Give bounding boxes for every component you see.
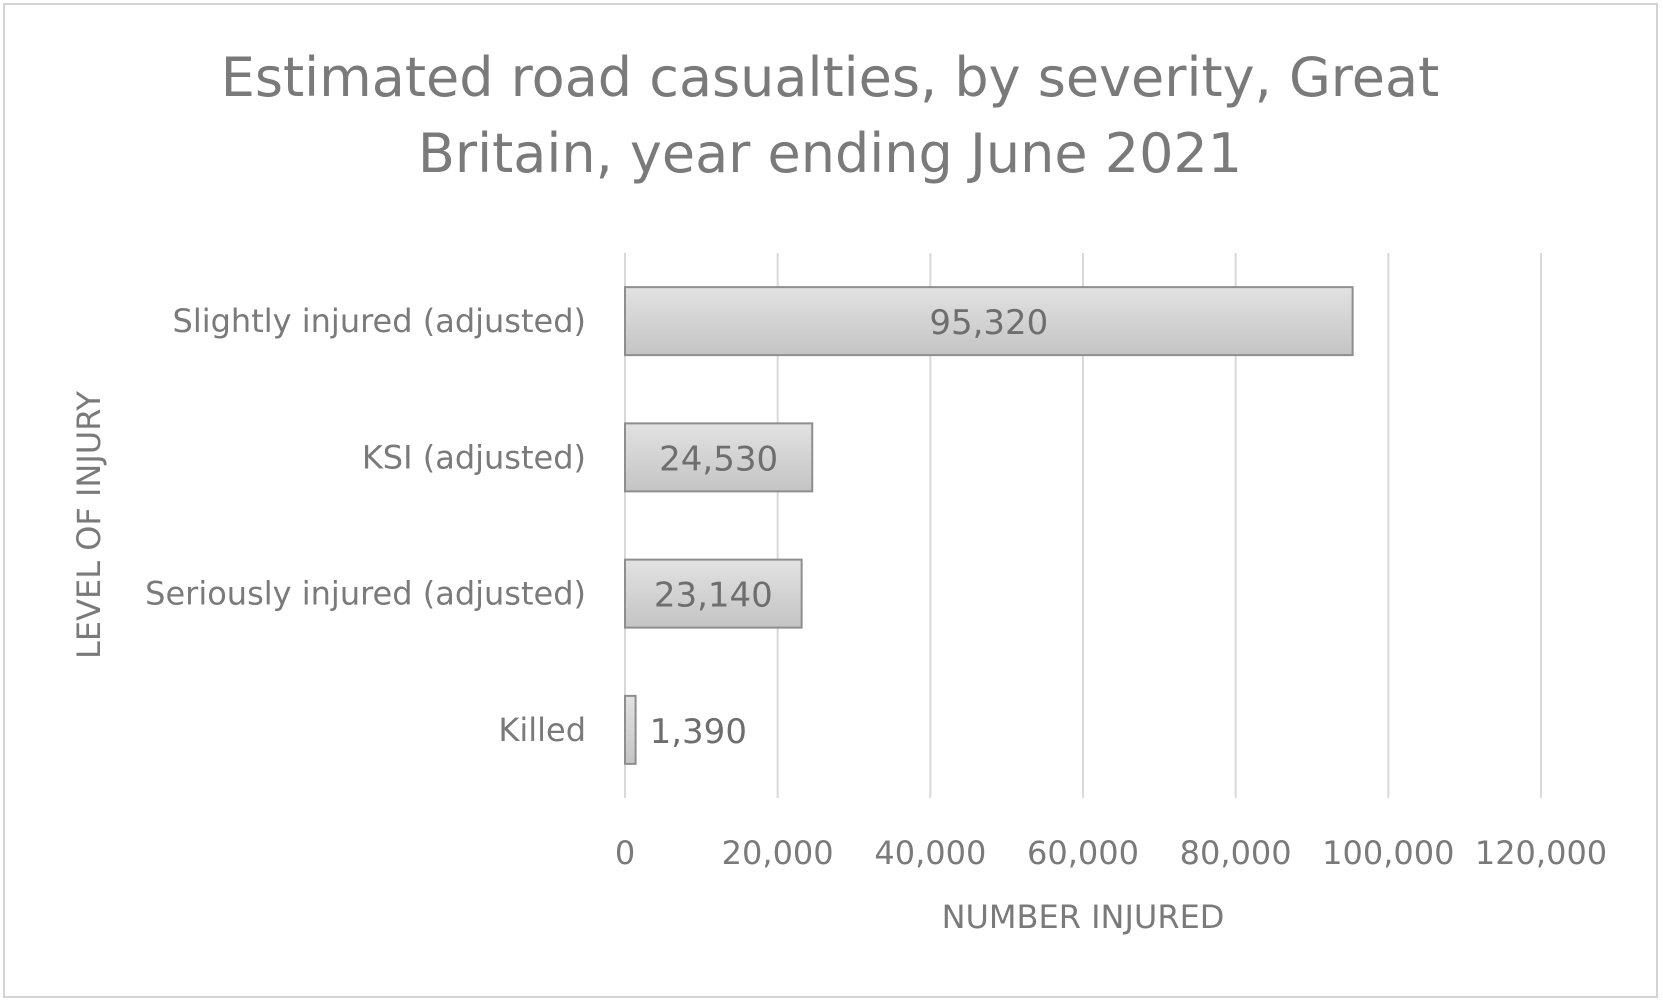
- x-tick-label: 80,000: [1180, 834, 1292, 872]
- x-tick-label: 120,000: [1475, 834, 1607, 872]
- data-labels: 95,320 24,530 23,140 1,390: [650, 303, 1049, 752]
- data-label: 23,140: [654, 576, 773, 616]
- x-tick-label: 0: [615, 834, 635, 872]
- category-label: KSI (adjusted): [362, 438, 586, 476]
- category-label: Slightly injured (adjusted): [173, 302, 586, 340]
- chart-title-line-1: Estimated road casualties, by severity, …: [220, 46, 1440, 109]
- bar: [624, 694, 637, 765]
- x-tick-labels: 0 20,000 40,000 60,000 80,000 100,000 120,000: [615, 834, 1607, 872]
- bar: [624, 286, 1354, 357]
- x-axis-title: NUMBER INJURED: [942, 898, 1225, 936]
- data-label: 24,530: [659, 439, 778, 479]
- bar: [624, 422, 814, 493]
- chart-title-line-2: Britain, year ending June 2021: [417, 122, 1243, 185]
- data-label: 1,390: [650, 712, 747, 752]
- category-labels: Slightly injured (adjusted) KSI (adjusted…: [145, 302, 586, 749]
- x-tick-label: 20,000: [722, 834, 834, 872]
- category-label: Killed: [498, 711, 586, 749]
- x-tick-label: 100,000: [1322, 834, 1454, 872]
- x-tick-label: 60,000: [1027, 834, 1139, 872]
- bars: [624, 286, 1354, 765]
- x-tick-label: 40,000: [874, 834, 986, 872]
- data-label: 95,320: [929, 303, 1048, 343]
- y-axis-title: LEVEL OF INJURY: [70, 391, 108, 659]
- chart-title: Estimated road casualties, by severity, …: [200, 40, 1460, 192]
- bar: [624, 558, 803, 629]
- category-label: Seriously injured (adjusted): [145, 575, 586, 613]
- chart-frame: [3, 3, 1658, 998]
